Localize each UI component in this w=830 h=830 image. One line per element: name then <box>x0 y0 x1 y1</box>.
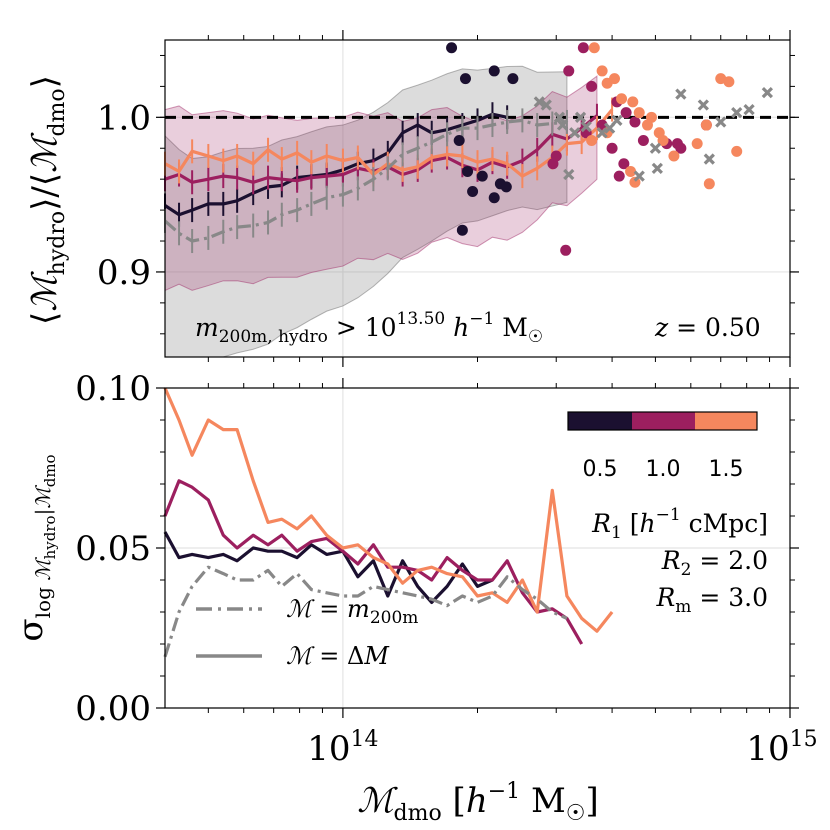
y-tick-label: 0.9 <box>97 253 151 293</box>
scatter-point-1.0 <box>550 150 562 162</box>
scatter-point-1.0 <box>637 135 649 147</box>
legend-item-m200m: ℳ = m200m <box>286 595 418 628</box>
scatter-point-m200m <box>553 111 566 123</box>
colorbar-tick-1: 1.0 <box>646 457 681 482</box>
scatter-point-m200m <box>633 170 645 182</box>
y-tick-label: 0.00 <box>75 689 151 729</box>
y-tick-label: 1.0 <box>97 98 151 138</box>
legend: ℳ = m200m ℳ = ΔM <box>196 595 418 670</box>
scatter-point-m200m <box>556 119 569 131</box>
bottom-panel: 0.00 0.05 0.10 1014 1015 <box>75 369 817 769</box>
scatter-point-1.5 <box>633 107 645 119</box>
legend-item-deltam: ℳ = ΔM <box>286 642 390 670</box>
scatter-point-m200m <box>715 116 727 128</box>
scatter-point-0.5 <box>462 165 474 177</box>
scatter-point-1.0 <box>675 142 687 154</box>
colorbar-segment-0 <box>568 412 632 430</box>
scatter-point-1.5 <box>616 93 628 105</box>
y-tick-label: 0.10 <box>75 369 151 409</box>
scatter-point-0.5 <box>446 42 458 54</box>
y-tick-label: 0.05 <box>75 529 151 569</box>
top-panel: 0.9 1.0 <box>97 30 799 367</box>
x-axis-label: ℳdmo [h−1 M☉] <box>357 779 599 826</box>
scatter-point-1.5 <box>608 73 620 85</box>
x-tick-label: 1014 <box>307 727 378 769</box>
series-line-1.0 <box>163 479 584 645</box>
scatter-point-m200m <box>761 86 774 99</box>
scatter-point-0.5 <box>476 170 488 182</box>
scatter-point-m200m <box>697 99 709 111</box>
scatter-point-1.5 <box>627 96 639 108</box>
scatter-point-0.5 <box>488 65 500 77</box>
rm-label: Rm = 3.0 <box>655 583 768 617</box>
scatter-point-1.0 <box>577 42 589 54</box>
scatter-point-1.5 <box>703 178 715 190</box>
r2-label: R2 = 2.0 <box>661 546 768 580</box>
scatter-point-m200m <box>540 99 552 111</box>
scatter-point-m200m <box>731 107 743 119</box>
colorbar-segment-2 <box>695 412 757 430</box>
bottom-y-axis-label: σlog ℳhydro|ℳdmo <box>11 454 59 641</box>
scatter-point-1.0 <box>613 170 625 182</box>
scatter-point-m200m <box>596 127 608 139</box>
scatter-point-1.5 <box>668 150 680 162</box>
scatter-point-0.5 <box>507 73 519 85</box>
series-line-m200m <box>163 118 568 243</box>
colorbar-segment-1 <box>632 412 695 430</box>
scatter-point-m200m <box>574 111 587 123</box>
colorbar-tick-2: 1.5 <box>709 457 744 482</box>
series-line-0.5 <box>163 531 494 604</box>
top-y-axis-label: ⟨ℳhydro⟩/⟨ℳdmo⟩ <box>25 75 70 325</box>
scatter-point-m200m <box>563 168 575 181</box>
scatter-point-1.5 <box>723 76 735 88</box>
scatter-point-0.5 <box>453 135 465 147</box>
scatter-point-m200m <box>533 96 545 108</box>
scatter-point-1.5 <box>700 119 712 131</box>
scatter-point-1.5 <box>586 135 598 147</box>
scatter-point-0.5 <box>467 186 479 198</box>
scatter-point-1.5 <box>641 119 653 131</box>
scatter-point-1.0 <box>563 65 575 77</box>
scatter-point-1.0 <box>586 80 598 92</box>
scatter-point-m200m <box>651 162 663 174</box>
series-line-1.5 <box>163 387 614 633</box>
scatter-point-1.5 <box>625 165 637 177</box>
scatter-point-m200m <box>569 127 581 139</box>
scatter-point-m200m <box>743 103 755 116</box>
scatter-point-1.5 <box>657 135 669 147</box>
scatter-point-1.0 <box>629 116 641 128</box>
r1-label: R1 [h−1 cMpc] <box>591 505 768 543</box>
uncertainty-band-m200m <box>164 65 568 358</box>
scatter-point-0.5 <box>488 192 500 204</box>
series-line-m200m <box>163 565 568 658</box>
redshift-annotation: z = 0.50 <box>654 313 761 342</box>
mass-cut-annotation: m200m, hydro > 1013.50 h−1 M☉ <box>195 309 543 347</box>
scatter-point-0.5 <box>459 73 471 85</box>
colorbar-frame <box>567 411 758 431</box>
scatter-point-m200m <box>649 142 662 154</box>
scatter-point-1.0 <box>620 107 632 119</box>
scatter-point-m200m <box>611 114 623 127</box>
colorbar: 0.5 1.0 1.5 <box>567 411 758 482</box>
x-tick-label: 1015 <box>746 727 817 769</box>
scatter-point-1.0 <box>560 244 572 256</box>
colorbar-tick-0: 0.5 <box>583 457 618 482</box>
series-line-0.5 <box>164 112 508 217</box>
scatter-point-0.5 <box>456 224 468 236</box>
scatter-point-0.5 <box>500 181 512 193</box>
scatter-point-1.5 <box>731 145 743 157</box>
scatter-point-1.0 <box>606 142 618 154</box>
scatter-point-1.5 <box>691 138 703 150</box>
scatter-point-1.0 <box>618 158 630 170</box>
scatter-point-m200m <box>675 88 687 100</box>
scatter-point-m200m <box>580 120 592 133</box>
scatter-point-m200m <box>703 153 715 165</box>
scatter-point-1.5 <box>588 42 600 54</box>
scatter-point-1.5 <box>596 65 608 77</box>
